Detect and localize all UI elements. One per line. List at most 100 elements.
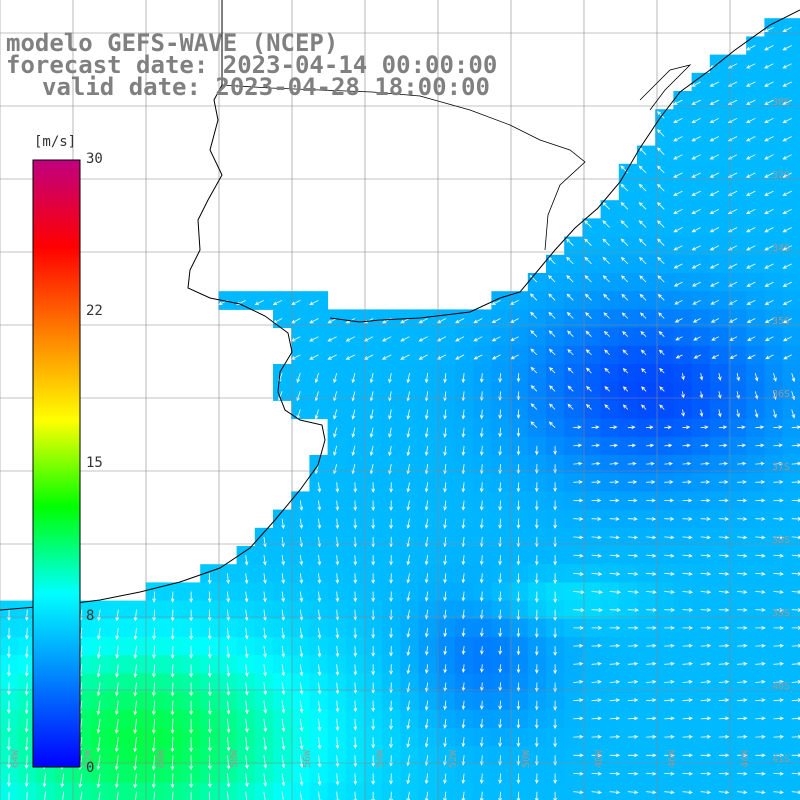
wind-arrow xyxy=(133,609,138,622)
wind-arrow xyxy=(263,627,267,640)
wind-cell xyxy=(473,345,492,365)
wind-arrow xyxy=(461,555,466,566)
wind-arrow xyxy=(754,372,759,382)
wind-arrow xyxy=(745,136,756,142)
wind-arrow xyxy=(353,482,358,493)
wind-arrow xyxy=(658,312,665,319)
wind-cell xyxy=(728,782,747,800)
wind-arrow xyxy=(42,773,47,788)
wind-arrow xyxy=(299,518,304,530)
wind-arrow xyxy=(333,372,338,384)
wind-arrow xyxy=(498,573,502,584)
wind-arrow xyxy=(516,373,521,383)
wind-cell xyxy=(345,309,365,329)
wind-arrow xyxy=(664,461,674,466)
wind-cell xyxy=(728,163,747,183)
wind-arrow xyxy=(609,698,621,702)
wind-arrow xyxy=(782,336,792,342)
wind-cell xyxy=(691,163,711,183)
lat-label: 32S xyxy=(772,170,790,181)
colorbar-tick-15: 15 xyxy=(86,455,103,471)
wind-arrow xyxy=(773,716,785,721)
wind-cell xyxy=(782,527,800,547)
wind-cell xyxy=(582,400,602,420)
wind-arrow xyxy=(516,482,521,493)
wind-arrow xyxy=(443,482,447,493)
wind-arrow xyxy=(406,409,411,420)
wind-arrow xyxy=(609,626,621,630)
wind-arrow xyxy=(711,336,720,341)
wind-arrow xyxy=(189,700,194,716)
wind-arrow xyxy=(207,700,212,716)
wind-arrow xyxy=(682,443,691,448)
wind-arrow xyxy=(245,718,249,733)
wind-arrow xyxy=(226,591,231,603)
wind-arrow xyxy=(682,643,694,648)
wind-arrow xyxy=(7,737,11,751)
wind-arrow xyxy=(700,698,712,702)
wind-cell xyxy=(655,327,674,347)
wind-arrow xyxy=(479,373,484,383)
wind-arrow xyxy=(737,698,748,702)
wind-cell xyxy=(364,309,383,329)
wind-arrow xyxy=(491,318,501,323)
wind-arrow xyxy=(461,773,466,785)
wind-arrow xyxy=(516,627,521,638)
wind-arrow xyxy=(737,461,747,466)
wind-arrow xyxy=(627,643,639,648)
wind-arrow xyxy=(646,535,657,540)
wind-arrow xyxy=(627,590,639,594)
wind-arrow xyxy=(418,354,428,360)
wind-arrow xyxy=(262,555,267,566)
wind-arrow xyxy=(353,555,358,566)
wind-cell xyxy=(746,345,765,365)
wind-arrow xyxy=(622,367,629,374)
wind-cell xyxy=(637,345,656,365)
wind-arrow xyxy=(664,443,673,448)
wind-arrow xyxy=(700,680,712,684)
wind-cell xyxy=(728,309,747,329)
wind-arrow xyxy=(530,403,538,410)
wind-arrow xyxy=(718,608,730,612)
wind-arrow xyxy=(664,590,676,594)
wind-arrow xyxy=(424,573,429,584)
wind-arrow xyxy=(263,609,267,621)
wind-arrow xyxy=(755,590,766,594)
wind-arrow xyxy=(226,773,231,788)
wind-arrow xyxy=(516,737,521,748)
wind-arrow xyxy=(317,682,322,695)
wind-arrow xyxy=(418,318,428,324)
wind-arrow xyxy=(207,664,212,678)
wind-arrow xyxy=(700,480,711,484)
wind-arrow xyxy=(170,627,175,641)
wind-arrow xyxy=(371,500,376,512)
wind-cell xyxy=(218,782,238,800)
wind-cell xyxy=(364,345,383,365)
wind-cell xyxy=(764,36,784,56)
wind-arrow xyxy=(691,227,701,233)
wind-arrow xyxy=(717,373,722,381)
wind-arrow xyxy=(691,136,701,142)
wind-arrow xyxy=(782,117,792,123)
wind-arrow xyxy=(189,682,194,697)
wind-arrow xyxy=(133,664,138,678)
wind-arrow xyxy=(317,646,322,658)
wind-arrow xyxy=(371,518,376,530)
wind-arrow xyxy=(621,275,629,283)
wind-arrow xyxy=(114,773,119,789)
wind-arrow xyxy=(755,643,766,648)
wind-arrow xyxy=(529,293,538,301)
wind-arrow xyxy=(299,791,304,800)
wind-arrow xyxy=(773,626,785,630)
wind-cell xyxy=(746,91,765,110)
wind-arrow xyxy=(189,609,194,622)
wind-cell xyxy=(782,637,800,656)
wind-arrow xyxy=(718,734,730,739)
wind-arrow xyxy=(371,773,376,786)
wind-cell xyxy=(746,109,765,128)
wind-arrow xyxy=(664,790,675,795)
wind-arrow xyxy=(773,372,777,382)
wind-arrow xyxy=(473,336,483,342)
wind-arrow xyxy=(152,591,156,603)
wind-arrow xyxy=(638,183,647,192)
